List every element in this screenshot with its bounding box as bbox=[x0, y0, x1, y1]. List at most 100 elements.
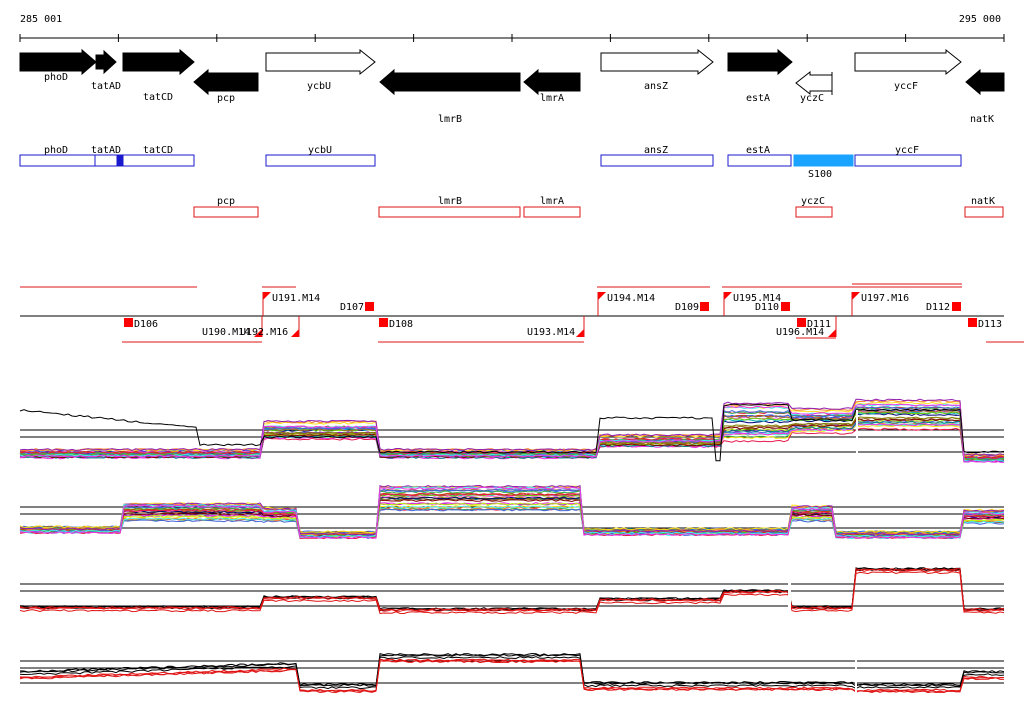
reverse-box-lmrA[interactable] bbox=[523, 206, 581, 218]
gene-label: tatCD bbox=[143, 92, 173, 103]
down-flag-marker bbox=[291, 329, 299, 337]
expression-trace bbox=[19, 568, 1005, 612]
ruler-end-label: 295 000 bbox=[959, 14, 1001, 25]
expression-trace bbox=[19, 653, 1004, 687]
gene-label: lmrB bbox=[438, 114, 462, 125]
forward-box-label: S100 bbox=[808, 169, 832, 180]
d-marker bbox=[365, 302, 374, 311]
expression-trace-reference bbox=[19, 403, 1005, 462]
gene-label: phoD bbox=[44, 72, 68, 83]
forward-box-phoD[interactable] bbox=[19, 154, 96, 167]
forward-box-ansZ[interactable] bbox=[600, 154, 714, 167]
forward-box-estA[interactable] bbox=[727, 154, 792, 167]
expression-panel-2 bbox=[19, 484, 1005, 540]
d-label: D107 bbox=[340, 302, 364, 313]
reverse-box-yczC[interactable] bbox=[795, 206, 833, 218]
gene-arrow-pcp[interactable]: pcp bbox=[193, 68, 259, 104]
forward-box-tatAD-filled bbox=[116, 154, 124, 167]
expression-panel-3 bbox=[19, 567, 1005, 615]
gene-arrow-ycbU[interactable]: ycbU bbox=[265, 48, 376, 92]
forward-box-label: ycbU bbox=[308, 145, 332, 156]
d-label: D112 bbox=[926, 302, 950, 313]
up-flag-marker bbox=[724, 292, 732, 300]
down-segment-label: U196.M14 bbox=[776, 327, 824, 338]
expression-trace bbox=[19, 658, 1005, 692]
up-segment-label: U194.M14 bbox=[607, 293, 655, 304]
gene-label: pcp bbox=[217, 93, 235, 104]
expression-trace bbox=[19, 571, 1005, 615]
gene-arrow-yczC[interactable]: yczC bbox=[795, 70, 833, 104]
expression-trace bbox=[19, 484, 1005, 536]
gene-arrow-lmrA[interactable]: lmrA bbox=[523, 68, 581, 104]
up-segment-label: U197.M16 bbox=[861, 293, 909, 304]
gene-label: yczC bbox=[800, 93, 824, 104]
gene-label: ansZ bbox=[644, 81, 668, 92]
missing-data-gap bbox=[856, 410, 858, 468]
reverse-box-label: pcp bbox=[217, 196, 235, 207]
expression-trace bbox=[19, 656, 1005, 690]
gene-label: estA bbox=[746, 93, 770, 104]
expression-trace bbox=[19, 398, 1005, 456]
expression-trace bbox=[19, 420, 1005, 463]
forward-box-yccF[interactable] bbox=[854, 154, 962, 167]
down-segment-label: U192.M16 bbox=[240, 327, 288, 338]
reverse-box-label: yczC bbox=[801, 196, 825, 207]
d-marker bbox=[124, 318, 133, 327]
expression-trace bbox=[19, 486, 1005, 539]
gene-arrow-yccF[interactable]: yccF bbox=[854, 48, 962, 92]
gene-arrow-ansZ[interactable]: ansZ bbox=[600, 48, 714, 92]
gene-arrow-lmrB[interactable]: lmrB bbox=[379, 68, 521, 125]
d-label: D108 bbox=[389, 319, 413, 330]
d-marker bbox=[700, 302, 709, 311]
reverse-box-lmrB[interactable] bbox=[378, 206, 521, 218]
gene-arrow-tatCD[interactable]: tatCD bbox=[122, 48, 195, 103]
expression-panels bbox=[19, 398, 1005, 695]
up-flag-marker bbox=[852, 292, 860, 300]
gene-label: lmrA bbox=[540, 93, 564, 104]
up-flag-marker bbox=[263, 292, 271, 300]
gene-label: tatAD bbox=[91, 81, 121, 92]
forward-annotation-track: phoD tatAD tatCD ycbU ansZ estA S100 ycc… bbox=[19, 145, 962, 180]
down-flag-marker bbox=[254, 329, 262, 337]
forward-box-label: yccF bbox=[895, 145, 919, 156]
d-label: D111 bbox=[807, 319, 831, 330]
reverse-box-natK[interactable] bbox=[964, 206, 1004, 218]
expression-panel-4 bbox=[19, 652, 1005, 694]
gene-label: ycbU bbox=[307, 81, 331, 92]
forward-box-ycbU[interactable] bbox=[265, 154, 376, 167]
expression-panel-1 bbox=[19, 398, 1005, 463]
gene-arrow-natK[interactable]: natK bbox=[965, 68, 1005, 125]
d-label: D109 bbox=[675, 302, 699, 313]
d-label: D106 bbox=[134, 319, 158, 330]
segmentation-track: U191.M14 U194.M14 U195.M14 U197.M16 U190… bbox=[20, 283, 1024, 343]
reverse-box-pcp[interactable] bbox=[193, 206, 259, 218]
missing-data-gap bbox=[855, 650, 857, 695]
gene-arrow-phoD[interactable]: phoD bbox=[19, 48, 97, 83]
forward-box-tatAD[interactable] bbox=[94, 154, 118, 167]
down-segment-label: U193.M14 bbox=[527, 327, 575, 338]
reverse-box-label: lmrB bbox=[438, 196, 462, 207]
gene-label: natK bbox=[970, 114, 994, 125]
expression-trace bbox=[19, 494, 1005, 537]
reverse-box-label: lmrA bbox=[540, 196, 564, 207]
forward-box-label: phoD bbox=[44, 145, 68, 156]
gene-track: phoD tatAD tatCD pcp ycbU lmrB lmrA bbox=[19, 48, 1005, 125]
d-marker bbox=[952, 302, 961, 311]
ruler: 285 001 295 000 bbox=[19, 14, 1005, 42]
reverse-box-label: natK bbox=[971, 196, 995, 207]
forward-box-S100[interactable] bbox=[793, 154, 854, 167]
reverse-annotation-track: pcp lmrB lmrA yczC natK bbox=[193, 196, 1004, 218]
down-flag-marker bbox=[576, 329, 584, 337]
forward-box-label: ansZ bbox=[644, 145, 668, 156]
gene-arrow-tatAD[interactable]: tatAD bbox=[91, 49, 121, 92]
d-marker bbox=[797, 318, 806, 327]
forward-box-tatCD[interactable] bbox=[122, 154, 195, 167]
missing-data-gap bbox=[788, 565, 791, 620]
forward-box-label: tatAD bbox=[91, 145, 121, 156]
d-label: D113 bbox=[978, 319, 1002, 330]
gene-label: yccF bbox=[894, 81, 918, 92]
down-segment-label: U190.M14 bbox=[202, 327, 250, 338]
ruler-ticks bbox=[19, 34, 1005, 42]
gene-arrow-estA[interactable]: estA bbox=[727, 48, 793, 104]
